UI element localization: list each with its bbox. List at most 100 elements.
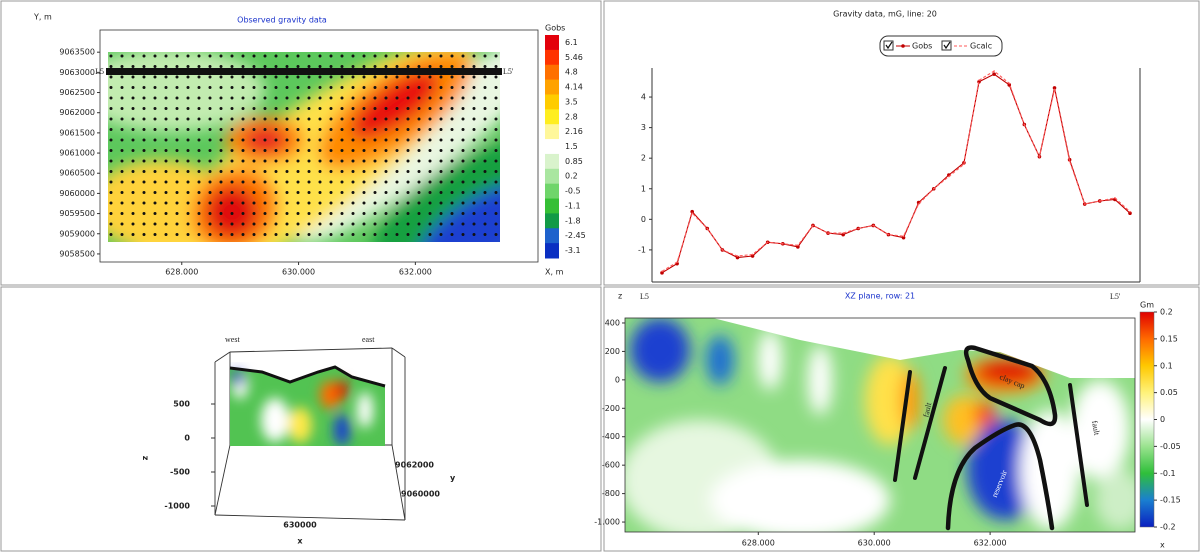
station-dot <box>197 96 201 100</box>
station-dot <box>131 128 135 131</box>
station-dot <box>329 107 333 110</box>
station-dot <box>406 138 410 142</box>
data-point <box>691 212 693 215</box>
station-dot <box>329 212 333 215</box>
station-dot <box>252 138 256 142</box>
station-dot <box>494 54 498 58</box>
station-dot <box>197 180 201 184</box>
station-dot <box>483 201 487 205</box>
station-dot <box>472 138 476 142</box>
y-tick-label: 0 <box>615 375 620 384</box>
station-dot <box>142 233 146 236</box>
station-dot <box>153 86 157 89</box>
station-dot <box>241 201 245 205</box>
station-dot <box>109 149 113 152</box>
slice-top <box>229 365 386 388</box>
y-tick-label: 9062500 <box>59 88 95 97</box>
station-dot <box>142 107 146 110</box>
station-dot <box>340 86 344 89</box>
station-dot <box>131 233 135 236</box>
annotation: L5' <box>1110 292 1121 301</box>
station-dot <box>153 170 157 173</box>
station-dot <box>395 159 399 163</box>
station-dot <box>230 65 234 68</box>
station-dot <box>263 212 267 215</box>
station-dot <box>428 233 432 236</box>
map-blobs <box>108 52 500 242</box>
z-tick-label: 500 <box>173 400 190 409</box>
station-dot <box>186 222 190 226</box>
station-dot <box>384 201 388 205</box>
station-dot <box>351 222 355 226</box>
station-dot <box>340 212 344 215</box>
station-dot <box>296 107 300 110</box>
station-dot <box>439 233 443 236</box>
station-dot <box>318 75 322 79</box>
station-dot <box>417 201 421 205</box>
station-dot <box>362 54 366 58</box>
station-dot <box>252 191 256 194</box>
station-dot <box>329 138 333 142</box>
station-dot <box>120 180 124 184</box>
section-blob <box>976 360 1040 384</box>
station-dot <box>285 86 289 89</box>
station-dot <box>120 212 124 215</box>
station-dot <box>395 222 399 226</box>
x-tick-label: 630000 <box>283 521 317 530</box>
station-dot <box>175 222 179 226</box>
y-tick-label: 9060500 <box>59 169 95 178</box>
station-dot <box>494 128 498 131</box>
station-dot <box>472 201 476 205</box>
station-dot <box>384 54 388 58</box>
station-dot <box>461 128 465 131</box>
station-dot <box>208 149 212 152</box>
station-dot <box>318 128 322 131</box>
station-dot <box>406 191 410 194</box>
station-dot <box>318 180 322 184</box>
station-dot <box>494 86 498 89</box>
panel-border <box>603 0 1200 286</box>
station-dot <box>450 149 454 152</box>
station-dot <box>197 170 201 173</box>
station-dot <box>175 212 179 215</box>
legend-check <box>943 41 951 50</box>
station-dot <box>329 170 333 173</box>
station-dot <box>340 117 344 121</box>
station-dot <box>230 54 234 58</box>
y-axis-label: Y, m <box>33 13 52 22</box>
station-dot <box>472 159 476 163</box>
station-dot <box>142 170 146 173</box>
station-dot <box>197 191 201 194</box>
slice-blob <box>334 414 350 446</box>
data-point <box>812 224 814 227</box>
legend-checkbox[interactable] <box>883 40 894 51</box>
station-dot <box>307 107 311 110</box>
station-dot <box>142 180 146 184</box>
colorbar-label: 1.5 <box>565 142 578 151</box>
station-dot <box>384 65 388 68</box>
station-dot <box>417 180 421 184</box>
station-dot <box>450 180 454 184</box>
station-dot <box>109 201 113 205</box>
station-dot <box>340 149 344 152</box>
station-dot <box>175 201 179 205</box>
station-dot <box>406 107 410 110</box>
station-dot <box>384 233 388 236</box>
colorbar-label: -1.1 <box>565 201 581 210</box>
station-dot <box>428 191 432 194</box>
legend-checkbox[interactable] <box>941 40 952 51</box>
section-blob <box>808 345 832 415</box>
station-dot <box>351 65 355 68</box>
colorbar-cell <box>545 243 559 259</box>
station-dot <box>384 117 388 121</box>
station-dot <box>153 54 157 58</box>
data-point <box>1007 83 1012 87</box>
station-dot <box>439 191 443 194</box>
station-dot <box>373 212 377 215</box>
annotation-line <box>963 345 1058 427</box>
station-dot <box>241 222 245 226</box>
station-dot <box>186 65 190 68</box>
station-dot <box>142 65 146 68</box>
station-dot <box>109 170 113 173</box>
station-dot <box>428 54 432 58</box>
